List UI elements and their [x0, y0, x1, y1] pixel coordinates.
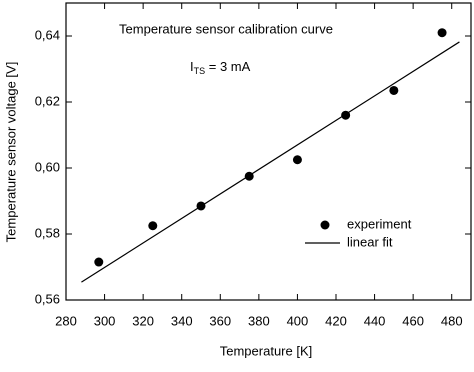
x-tick-label: 300: [94, 313, 116, 328]
x-tick-label: 440: [364, 313, 386, 328]
y-tick-label: 0,56: [35, 291, 60, 306]
annotation-sub: TS: [194, 66, 206, 76]
fit-line: [81, 41, 460, 283]
data-point: [292, 155, 302, 165]
legend-label: linear fit: [347, 234, 393, 249]
annotation-main: I: [190, 59, 194, 74]
data-point: [389, 85, 399, 95]
x-axis-label: Temperature [K]: [220, 343, 313, 358]
plot-frame: [65, 2, 472, 301]
y-tick-label: 0,62: [35, 93, 60, 108]
x-tick-label: 360: [209, 313, 231, 328]
y-tick-label: 0,60: [35, 159, 60, 174]
x-tick-label: 380: [248, 313, 270, 328]
x-tick-label: 280: [55, 313, 77, 328]
x-tick-label: 420: [325, 313, 347, 328]
data-point: [437, 28, 447, 38]
annotation-rest: = 3 mA: [205, 59, 250, 74]
data-point: [94, 257, 104, 267]
legend-marker: [320, 220, 330, 230]
y-tick-label: 0,64: [35, 27, 60, 42]
x-tick-label: 340: [171, 313, 193, 328]
data-point: [148, 221, 158, 231]
annotation: ITS = 3 mA: [190, 59, 251, 76]
legend-label: experiment: [347, 216, 412, 231]
y-axis-label: Temperature sensor voltage [V]: [3, 62, 18, 243]
x-tick-label: 320: [132, 313, 154, 328]
y-tick-label: 0,58: [35, 225, 60, 240]
x-tick-label: 460: [402, 313, 424, 328]
x-tick-label: 400: [287, 313, 309, 328]
x-tick-label: 480: [441, 313, 463, 328]
chart-title: Temperature sensor calibration curve: [119, 21, 333, 36]
